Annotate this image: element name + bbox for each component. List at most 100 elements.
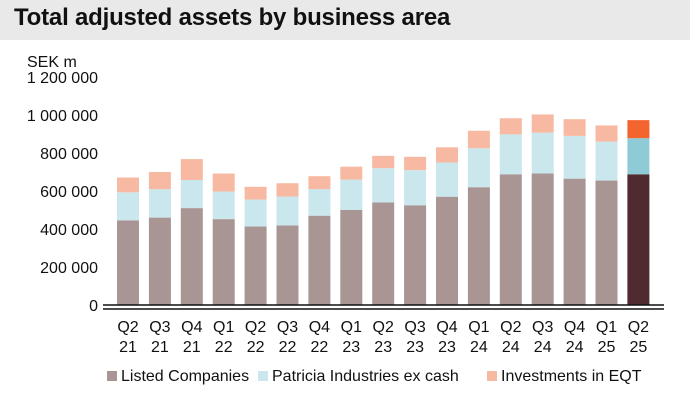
bar-segment-patricia-industries-ex-cash bbox=[117, 192, 139, 221]
bar-segment-investments-in-eqt bbox=[499, 118, 522, 135]
x-tick-label: 21 bbox=[119, 339, 137, 356]
bar-segment-patricia-industries-ex-cash bbox=[244, 199, 267, 227]
bar-segment-investments-in-eqt bbox=[340, 166, 363, 180]
chart-area: SEK m 0 200 000 400 000 600 000 800 000 1 000… bbox=[0, 40, 690, 402]
x-tick-label: 21 bbox=[183, 339, 201, 356]
bar-segment-listed-companies bbox=[436, 196, 458, 305]
x-tick-label: Q1 bbox=[341, 319, 362, 336]
bar-segment-investments-in-eqt bbox=[276, 183, 299, 197]
x-tick-label: Q3 bbox=[532, 319, 553, 336]
bar-segment-patricia-industries-ex-cash bbox=[627, 138, 650, 175]
bar-segment-patricia-industries-ex-cash bbox=[340, 179, 363, 210]
bar-segment-patricia-industries-ex-cash bbox=[436, 162, 458, 197]
x-tick-label: 25 bbox=[598, 339, 616, 356]
bar-segment-listed-companies bbox=[627, 174, 650, 305]
bar-segment-investments-in-eqt bbox=[212, 173, 235, 192]
y-tick-label: 0 bbox=[89, 298, 98, 315]
bar-segment-investments-in-eqt bbox=[404, 156, 427, 171]
x-tick-label: Q2 bbox=[500, 319, 521, 336]
bar-segment-patricia-industries-ex-cash bbox=[180, 179, 203, 209]
legend-label: Listed Companies bbox=[121, 368, 249, 385]
bar-segment-investments-in-eqt bbox=[595, 125, 618, 142]
x-tick-label: Q4 bbox=[436, 319, 457, 336]
x-tick-label: Q3 bbox=[149, 319, 170, 336]
bar-segment-patricia-industries-ex-cash bbox=[308, 189, 331, 216]
bar-segment-patricia-industries-ex-cash bbox=[372, 168, 395, 203]
bar-segment-patricia-industries-ex-cash bbox=[276, 196, 299, 226]
y-tick-label: 1 000 000 bbox=[27, 108, 98, 125]
bar-segment-patricia-industries-ex-cash bbox=[467, 148, 490, 188]
x-tick-label: Q1 bbox=[213, 319, 234, 336]
bar-segment-investments-in-eqt bbox=[436, 147, 458, 163]
bar-segment-patricia-industries-ex-cash bbox=[212, 191, 235, 220]
x-tick-label: 22 bbox=[247, 339, 265, 356]
legend-label: Investments in EQT bbox=[501, 368, 642, 385]
bar-segment-investments-in-eqt bbox=[467, 130, 490, 149]
y-tick-label: 400 000 bbox=[40, 222, 98, 239]
bar-segment-investments-in-eqt bbox=[117, 177, 139, 193]
x-tick-label: 23 bbox=[438, 339, 456, 356]
y-tick-label: 600 000 bbox=[40, 184, 98, 201]
x-tick-label: Q2 bbox=[245, 319, 266, 336]
x-tick-label: Q3 bbox=[277, 319, 298, 336]
x-tick-label: 23 bbox=[374, 339, 392, 356]
title-band bbox=[0, 0, 690, 40]
bar-segment-patricia-industries-ex-cash bbox=[595, 141, 618, 181]
stacked-bar-chart: SEK m 0 200 000 400 000 600 000 800 000 1 000… bbox=[27, 54, 664, 385]
legend: Listed Companies Patricia Industries ex c… bbox=[107, 368, 642, 385]
bar-segment-investments-in-eqt bbox=[308, 176, 331, 190]
x-tick-label: Q4 bbox=[181, 319, 202, 336]
x-tick-label: Q2 bbox=[628, 319, 649, 336]
bar-segment-listed-companies bbox=[499, 174, 522, 305]
bar-segment-listed-companies bbox=[212, 219, 235, 305]
x-axis-ticks: Q2 21 Q3 21 Q4 21 Q1 22 Q2 22 Q3 22 Q4 22 Q1 23 Q2 23 Q3 23… bbox=[117, 319, 649, 356]
x-tick-label: Q1 bbox=[468, 319, 489, 336]
baseline bbox=[103, 304, 664, 310]
bar-segment-listed-companies bbox=[244, 226, 267, 305]
x-tick-label: Q4 bbox=[309, 319, 330, 336]
x-tick-label: 23 bbox=[406, 339, 424, 356]
x-tick-label: 24 bbox=[470, 339, 488, 356]
bars bbox=[117, 114, 650, 305]
x-tick-label: Q3 bbox=[404, 319, 425, 336]
x-tick-label: 24 bbox=[534, 339, 552, 356]
bar-segment-listed-companies bbox=[276, 225, 299, 305]
bar-segment-investments-in-eqt bbox=[531, 114, 554, 133]
bar-segment-listed-companies bbox=[595, 180, 618, 305]
x-tick-label: 25 bbox=[630, 339, 648, 356]
bar-segment-patricia-industries-ex-cash bbox=[499, 134, 522, 175]
x-tick-label: Q4 bbox=[564, 319, 585, 336]
x-tick-label: 24 bbox=[502, 339, 520, 356]
legend-label: Patricia Industries ex cash bbox=[272, 368, 459, 385]
bar-segment-listed-companies bbox=[148, 217, 171, 305]
y-tick-label: 200 000 bbox=[40, 260, 98, 277]
bar-segment-listed-companies bbox=[531, 173, 554, 305]
bar-segment-listed-companies bbox=[180, 208, 203, 305]
bar-segment-listed-companies bbox=[372, 202, 395, 305]
bar-segment-investments-in-eqt bbox=[244, 186, 267, 200]
y-tick-label: 1 200 000 bbox=[27, 70, 98, 87]
y-tick-label: 800 000 bbox=[40, 146, 98, 163]
x-tick-label: 23 bbox=[342, 339, 360, 356]
x-tick-label: Q2 bbox=[373, 319, 394, 336]
y-axis-ticks: 0 200 000 400 000 600 000 800 000 1 000 000 1 … bbox=[27, 70, 98, 315]
x-tick-label: Q2 bbox=[117, 319, 138, 336]
chart-title: Total adjusted assets by business area bbox=[14, 4, 451, 31]
bar-segment-listed-companies bbox=[467, 187, 490, 305]
legend-swatch bbox=[258, 371, 268, 381]
bar-segment-investments-in-eqt bbox=[372, 155, 395, 169]
x-tick-label: 22 bbox=[215, 339, 233, 356]
bar-segment-listed-companies bbox=[563, 178, 586, 305]
bar-segment-listed-companies bbox=[308, 215, 331, 305]
legend-swatch bbox=[487, 371, 497, 381]
x-tick-label: Q1 bbox=[596, 319, 617, 336]
bar-segment-investments-in-eqt bbox=[180, 159, 203, 180]
bar-segment-patricia-industries-ex-cash bbox=[148, 189, 171, 218]
bar-segment-patricia-industries-ex-cash bbox=[563, 135, 586, 179]
x-tick-label: 22 bbox=[279, 339, 297, 356]
x-tick-label: 21 bbox=[151, 339, 169, 356]
bar-segment-patricia-industries-ex-cash bbox=[531, 132, 554, 174]
bar-segment-listed-companies bbox=[404, 205, 427, 305]
x-tick-label: 24 bbox=[566, 339, 584, 356]
bar-segment-investments-in-eqt bbox=[627, 120, 650, 139]
